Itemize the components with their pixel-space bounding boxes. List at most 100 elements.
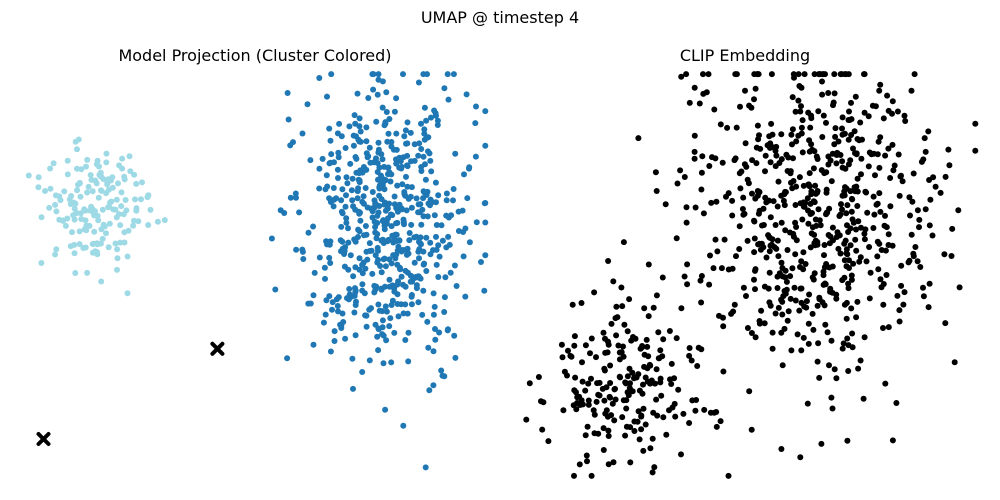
scatter-point-cluster_1 xyxy=(354,195,361,202)
scatter-point-clip_a xyxy=(667,376,673,383)
scatter-point-clip_b xyxy=(712,236,719,243)
scatter-point-cluster_0 xyxy=(121,229,128,236)
scatter-point-clip_b xyxy=(835,245,842,252)
scatter-point-cluster_1 xyxy=(461,171,467,178)
scatter-point-clip_a xyxy=(588,375,594,382)
scatter-point-clip_b xyxy=(920,284,926,291)
scatter-point-cluster_0 xyxy=(132,196,138,203)
scatter-point-clip_b xyxy=(760,222,767,228)
scatter-point-cluster_1 xyxy=(422,176,429,183)
scatter-point-clip_b xyxy=(861,71,868,78)
scatter-point-cluster_1 xyxy=(316,75,323,81)
scatter-point-cluster_1 xyxy=(341,263,348,270)
scatter-point-clip_b xyxy=(815,108,822,115)
scatter-point-cluster_1 xyxy=(408,158,414,165)
scatter-point-cluster_1 xyxy=(351,112,358,119)
scatter-point-cluster_0 xyxy=(74,146,80,153)
scatter-point-cluster_1 xyxy=(418,120,424,127)
scatter-point-clip_a xyxy=(611,417,618,424)
scatter-point-cluster_0 xyxy=(52,251,59,258)
scatter-point-cluster_0 xyxy=(69,229,75,236)
scatter-point-clip_a xyxy=(618,284,625,291)
scatter-point-clip_a xyxy=(644,343,651,350)
scatter-point-clip_b xyxy=(846,257,852,264)
scatter-point-clip_b xyxy=(795,132,802,139)
figure-suptitle: UMAP @ timestep 4 xyxy=(420,8,580,27)
scatter-point-clip_b xyxy=(845,71,852,78)
scatter-point-clip_a xyxy=(607,380,614,386)
scatter-point-clip_b xyxy=(916,216,923,223)
scatter-point-cluster_1 xyxy=(422,464,429,471)
scatter-point-clip_b xyxy=(814,156,821,162)
scatter-point-clip_b xyxy=(839,345,846,352)
scatter-point-clip_b xyxy=(793,183,800,190)
scatter-point-cluster_1 xyxy=(452,150,459,157)
scatter-point-clip_b xyxy=(810,165,817,172)
scatter-point-clip_b xyxy=(808,112,815,119)
scatter-point-clip_b xyxy=(744,237,751,244)
scatter-point-clip_b xyxy=(852,93,859,100)
scatter-point-cluster_1 xyxy=(444,71,451,78)
scatter-point-cluster_1 xyxy=(387,315,394,322)
scatter-point-clip_b xyxy=(813,222,820,229)
scatter-point-clip_b xyxy=(861,236,868,243)
scatter-point-cluster_1 xyxy=(452,354,459,361)
scatter-point-cluster_1 xyxy=(403,207,410,214)
scatter-point-cluster_1 xyxy=(374,333,381,340)
scatter-point-cluster_1 xyxy=(464,195,471,202)
scatter-point-clip_b xyxy=(956,284,963,291)
scatter-point-clip_b xyxy=(812,182,819,189)
scatter-point-clip_b xyxy=(826,205,833,212)
scatter-point-clip_b xyxy=(762,168,768,175)
scatter-point-cluster_0 xyxy=(161,217,168,224)
scatter-point-cluster_0 xyxy=(118,189,125,196)
scatter-point-clip_b xyxy=(912,244,919,250)
scatter-point-clip_b xyxy=(880,301,887,308)
scatter-point-clip_b xyxy=(752,334,759,341)
scatter-point-clip_b xyxy=(901,289,908,296)
scatter-point-clip_b xyxy=(822,321,829,328)
scatter-point-clip_b xyxy=(782,267,789,274)
scatter-point-cluster_0 xyxy=(89,249,96,256)
scatter-point-clip_b xyxy=(691,148,698,155)
scatter-point-clip_a xyxy=(605,427,612,434)
scatter-point-clip_b xyxy=(699,153,706,160)
scatter-point-clip_a xyxy=(645,261,652,268)
scatter-point-clip_b xyxy=(760,205,767,212)
scatter-point-clip_b xyxy=(678,73,685,80)
scatter-point-cluster_0 xyxy=(67,201,74,208)
scatter-point-cluster_1 xyxy=(473,219,480,226)
scatter-point-clip_a xyxy=(659,274,666,281)
scatter-point-cluster_1 xyxy=(408,292,415,298)
scatter-point-cluster_1 xyxy=(388,260,395,267)
scatter-point-clip_b xyxy=(782,188,789,195)
scatter-point-clip_b xyxy=(870,225,877,231)
scatter-point-clip_b xyxy=(710,265,717,272)
scatter-point-cluster_1 xyxy=(357,217,364,224)
scatter-point-clip_a xyxy=(591,289,598,296)
scatter-point-cluster_1 xyxy=(402,267,409,274)
scatter-point-cluster_1 xyxy=(386,283,393,290)
scatter-point-clip_a xyxy=(603,384,610,391)
scatter-point-clip_b xyxy=(880,325,886,331)
scatter-point-cluster_1 xyxy=(366,144,373,151)
scatter-point-cluster_1 xyxy=(423,234,430,241)
scatter-point-clip_b xyxy=(674,180,681,187)
scatter-point-cluster_1 xyxy=(434,117,441,124)
scatter-point-cluster_0 xyxy=(130,222,137,229)
scatter-point-clip_b xyxy=(873,201,880,208)
scatter-point-clip_b xyxy=(822,71,828,78)
scatter-point-cluster_1 xyxy=(406,230,413,236)
scatter-point-cluster_0 xyxy=(52,192,59,199)
scatter-point-cluster_1 xyxy=(404,140,411,147)
scatter-point-cluster_0 xyxy=(77,193,84,200)
scatter-point-clip_b xyxy=(751,217,757,224)
scatter-point-clip_b xyxy=(707,252,713,259)
scatter-point-clip_b xyxy=(863,189,870,196)
scatter-point-clip_b xyxy=(775,253,782,260)
scatter-point-cluster_1 xyxy=(311,269,318,276)
scatter-point-cluster_0 xyxy=(98,226,105,233)
scatter-point-clip_b xyxy=(783,286,790,293)
scatter-point-cluster_1 xyxy=(374,231,381,238)
scatter-point-clip_b xyxy=(802,261,809,267)
